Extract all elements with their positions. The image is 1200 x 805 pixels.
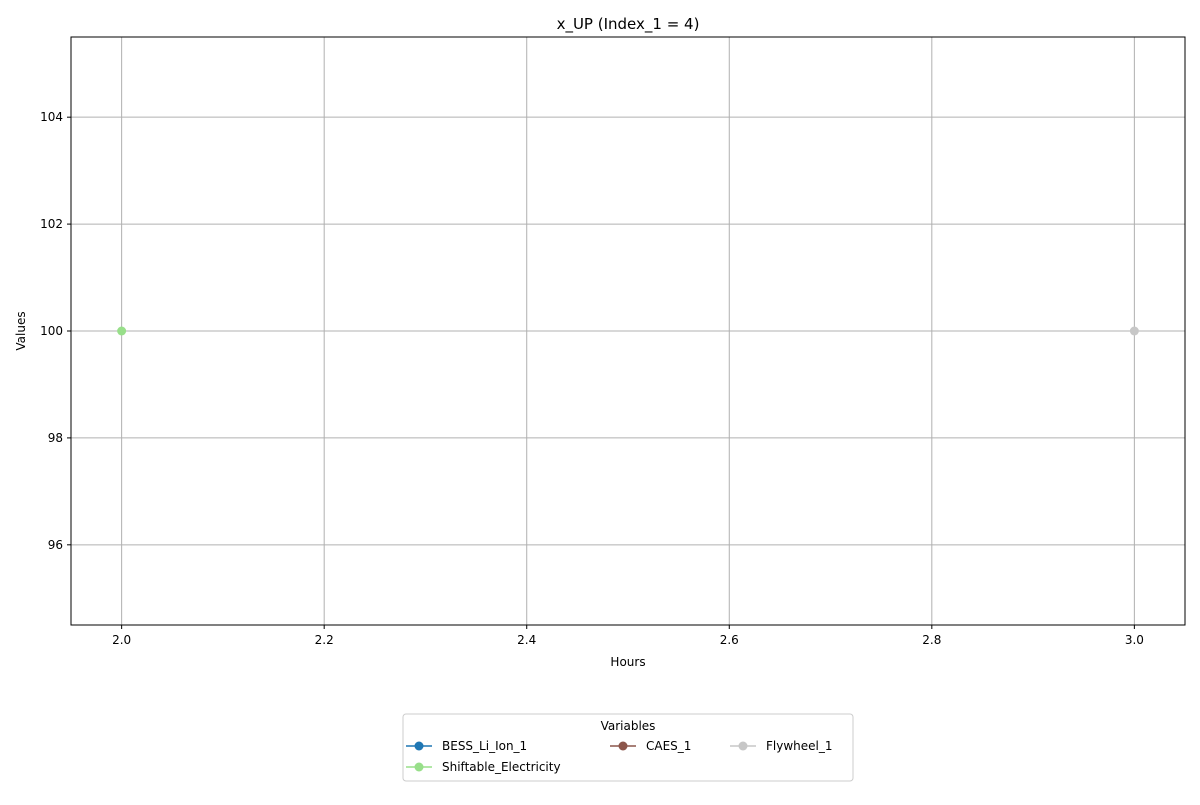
- legend-item-shiftable-electricity: Shiftable_Electricity: [406, 760, 561, 774]
- legend-item-caes-1: CAES_1: [610, 739, 691, 753]
- series-flywheel-1: [1129, 326, 1139, 336]
- data-point: [1129, 326, 1139, 336]
- y-tick-label: 96: [48, 538, 63, 552]
- y-tick-label: 98: [48, 431, 63, 445]
- grid-lines: [71, 37, 1185, 625]
- y-axis-label: Values: [14, 311, 28, 350]
- x-tick-label: 2.8: [922, 633, 941, 647]
- legend-marker: [738, 741, 748, 751]
- data-point: [117, 326, 127, 336]
- legend-items: BESS_Li_Ion_1 Shiftable_Electricity CAES_1…: [406, 739, 833, 774]
- legend-item-flywheel-1: Flywheel_1: [730, 739, 833, 753]
- series-shiftable-electricity: [117, 326, 127, 336]
- x-tick-label: 2.2: [315, 633, 334, 647]
- legend-marker: [414, 762, 424, 772]
- y-tick-label: 102: [40, 217, 63, 231]
- legend-marker: [618, 741, 628, 751]
- x-axis-ticks: 2.0 2.2 2.4 2.6 2.8 3.0: [112, 625, 1144, 647]
- x-tick-label: 2.4: [517, 633, 536, 647]
- legend-label: Flywheel_1: [766, 739, 833, 753]
- x-tick-label: 3.0: [1125, 633, 1144, 647]
- x-tick-label: 2.6: [720, 633, 739, 647]
- y-tick-label: 100: [40, 324, 63, 338]
- y-tick-label: 104: [40, 110, 63, 124]
- legend-frame: [402, 713, 854, 782]
- x-tick-label: 2.0: [112, 633, 131, 647]
- y-axis-ticks: 96 98 100 102 104: [40, 110, 71, 552]
- legend-title: Variables: [601, 719, 656, 733]
- legend-marker: [414, 741, 424, 751]
- x-axis-label: Hours: [610, 655, 645, 669]
- chart-title: x_UP (Index_1 = 4): [557, 15, 700, 34]
- legend-label: BESS_Li_Ion_1: [442, 739, 527, 753]
- plot-series: [117, 326, 1139, 336]
- legend-label: CAES_1: [646, 739, 691, 753]
- legend-label: Shiftable_Electricity: [442, 760, 561, 774]
- legend: Variables BESS_Li_Ion_1 Shiftable_Electri…: [402, 713, 854, 782]
- legend-item-bess-li-ion-1: BESS_Li_Ion_1: [406, 739, 527, 753]
